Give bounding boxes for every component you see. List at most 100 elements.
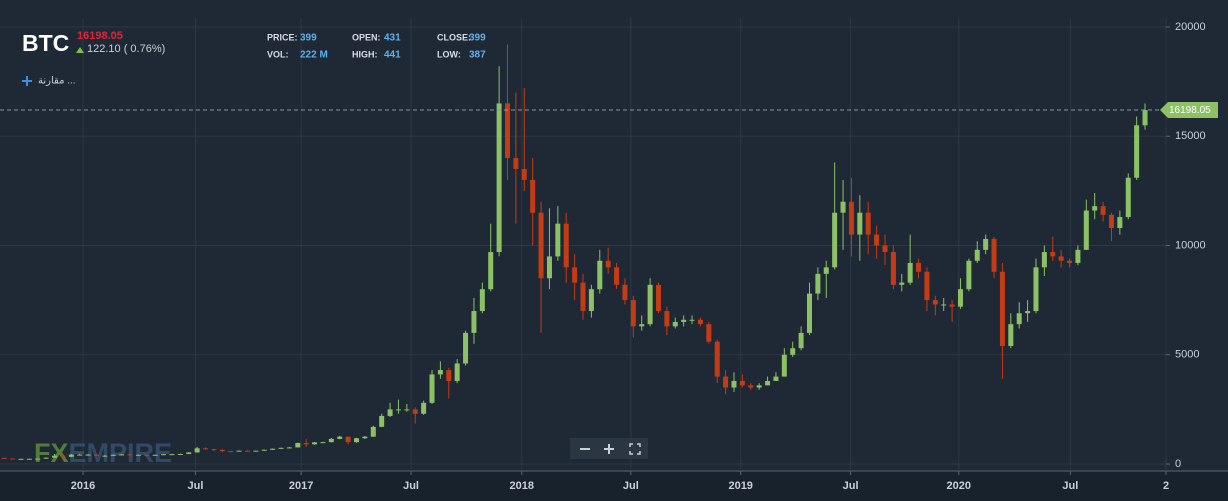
candle-body: [614, 267, 620, 285]
candle-body: [899, 282, 905, 285]
candle-body: [991, 238, 997, 272]
x-tick-label: Jul: [623, 480, 639, 492]
candle-body: [169, 454, 175, 456]
candle-body: [840, 201, 846, 213]
watermark: FXEMPIRE: [34, 438, 172, 468]
y-tick-label: 20000: [1175, 21, 1206, 33]
stat-label: LOW:: [437, 49, 461, 59]
candle-body: [1083, 210, 1089, 250]
stat-label: HIGH:: [352, 49, 378, 59]
compare-button[interactable]: مقارنة ...: [22, 76, 76, 87]
candle-body: [135, 454, 141, 456]
candle-body: [1008, 324, 1014, 347]
candle-body: [639, 324, 645, 327]
candle-body: [110, 454, 116, 456]
stat-value: 387: [469, 50, 486, 61]
candle-body: [219, 449, 225, 452]
candle-body: [496, 103, 502, 253]
candle-body: [77, 454, 83, 456]
candle-body: [941, 304, 947, 306]
candle-body: [1092, 206, 1098, 211]
candle-body: [815, 273, 821, 294]
candle-body: [957, 289, 963, 307]
candle-body: [270, 448, 276, 450]
candle-body: [882, 245, 888, 253]
x-tick-label: 2017: [289, 480, 313, 492]
candles: [1, 44, 1148, 460]
candle-body: [538, 212, 544, 279]
candle-body: [26, 458, 32, 460]
candle-body: [622, 284, 628, 301]
candle-body: [463, 332, 469, 364]
candle-body: [236, 450, 242, 452]
candle-body: [312, 442, 318, 445]
y-tick-label: 0: [1175, 458, 1181, 470]
candle-body: [588, 289, 594, 312]
fullscreen[interactable]: [629, 443, 641, 455]
candle-body: [790, 348, 796, 355]
candle-body: [60, 455, 66, 457]
candle-body: [1050, 252, 1056, 257]
candle-body: [320, 442, 326, 444]
candle-body: [966, 260, 972, 290]
candle-body: [186, 452, 192, 454]
watermark-empire: EMPIRE: [69, 438, 173, 468]
candle-body: [1117, 217, 1123, 229]
candle-body: [874, 234, 880, 246]
x-tick-label: Jul: [1062, 480, 1078, 492]
candle-body: [1108, 214, 1114, 229]
candle-body: [949, 304, 955, 307]
candle-body: [572, 267, 578, 283]
candle-body: [152, 454, 158, 456]
candle-body: [1025, 311, 1031, 314]
candle-body: [1, 457, 7, 459]
candle-body: [328, 438, 334, 443]
candle-body: [1041, 252, 1047, 268]
candle-body: [404, 409, 410, 411]
candle-body: [806, 293, 812, 333]
stat-label: OPEN:: [352, 32, 381, 42]
candle-body: [1134, 125, 1140, 178]
x-tick-label: 2016: [71, 480, 95, 492]
candle-body: [865, 212, 871, 235]
candle-body: [924, 271, 930, 301]
grid: [0, 18, 1167, 471]
candle-body: [605, 260, 611, 268]
candle-body: [52, 455, 58, 458]
x-tick-label: 2019: [728, 480, 752, 492]
stat-value: 441: [384, 50, 401, 61]
candle-body: [857, 212, 863, 235]
candle-body: [454, 363, 460, 381]
candle-body: [488, 252, 494, 290]
candle-body: [337, 436, 343, 439]
candle-body: [731, 380, 737, 388]
candle-body: [630, 300, 636, 327]
zoom-in[interactable]: [604, 444, 614, 454]
last-price: 16198.05: [77, 30, 123, 42]
candle-body: [1100, 206, 1106, 215]
candle-body: [1033, 267, 1039, 312]
x-tick-label: Jul: [187, 480, 203, 492]
candle-body: [597, 260, 603, 290]
candle-body: [1125, 177, 1131, 218]
candle-body: [354, 438, 360, 443]
candle-body: [244, 450, 250, 452]
candle-body: [211, 449, 217, 451]
candle-body: [228, 451, 234, 453]
candle-body: [916, 262, 922, 272]
candle-body: [823, 267, 829, 274]
candle-body: [513, 158, 519, 169]
candle-body: [43, 457, 49, 459]
candle-body: [395, 409, 401, 411]
y-tick-label: 15000: [1175, 130, 1206, 142]
candle-body: [421, 402, 427, 414]
candle-body: [303, 443, 309, 445]
candle-body: [697, 319, 703, 325]
candle-body: [505, 103, 511, 159]
candle-body: [681, 319, 687, 322]
candle-body: [706, 324, 712, 342]
last-price-tag: [1160, 102, 1218, 119]
candle-body: [848, 201, 854, 235]
candle-body: [1067, 260, 1073, 263]
